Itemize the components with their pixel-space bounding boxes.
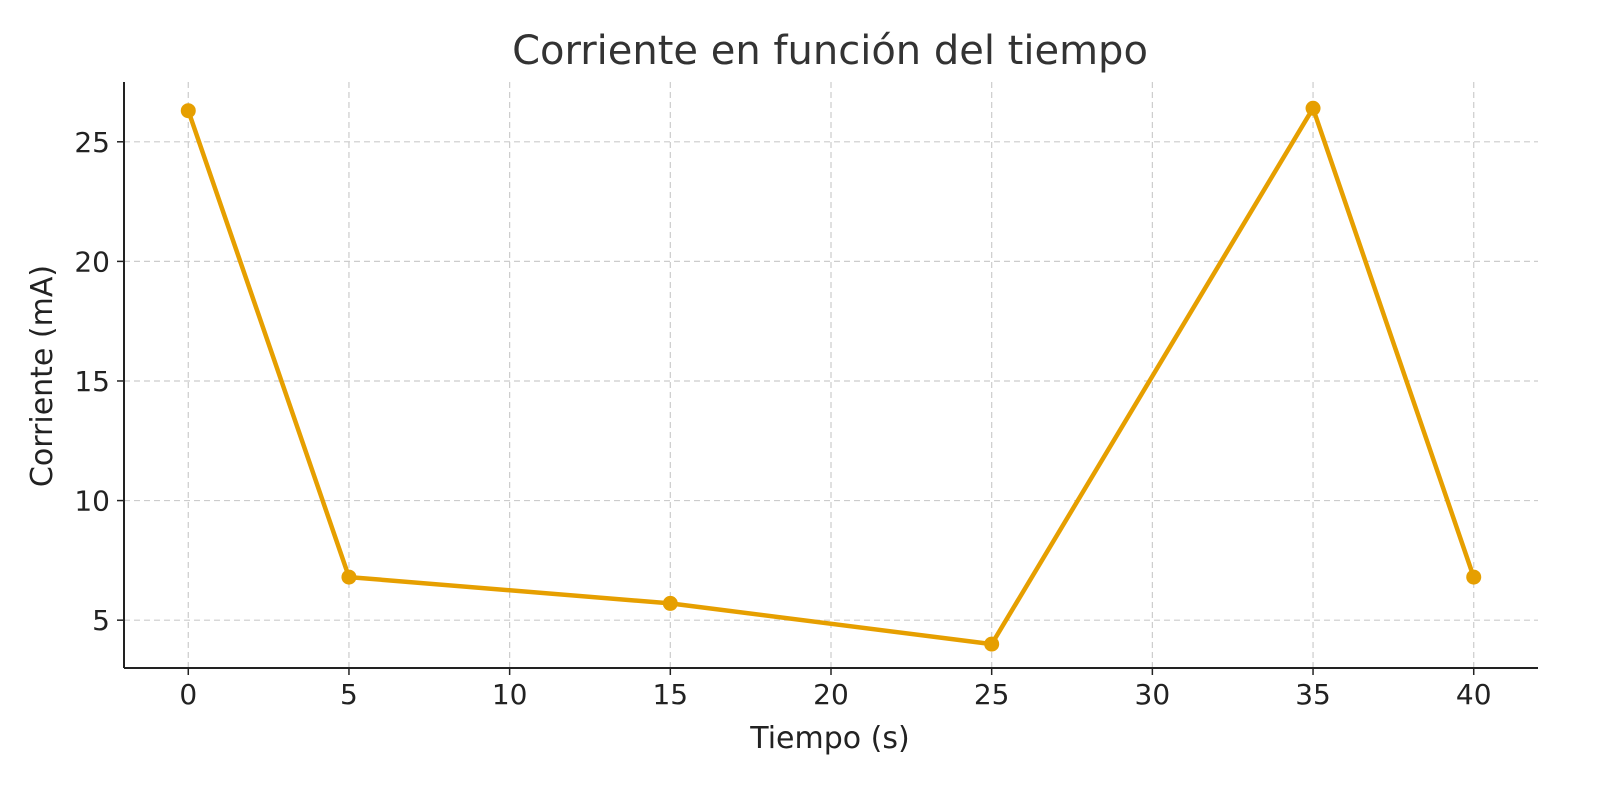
x-tick-label: 25 [974,678,1010,711]
x-tick-label: 10 [492,678,528,711]
tick-labels: 0 5 10 15 20 25 30 35 40 5 10 15 20 25 [74,126,1491,711]
y-tick-label: 10 [74,485,110,518]
series-line [186,106,1476,647]
axes [117,82,1538,675]
x-tick-label: 0 [179,678,197,711]
chart-title: Corriente en función del tiempo [512,28,1148,74]
x-tick-label: 20 [813,678,849,711]
data-point [984,636,1000,652]
y-axis-label: Corriente (mA) [25,265,60,487]
series-layer [180,100,1482,652]
data-point [662,595,678,611]
x-tick-label: 40 [1456,678,1492,711]
x-tick-label: 15 [652,678,688,711]
data-point [1305,100,1321,116]
data-point [341,569,357,585]
y-tick-label: 15 [74,365,110,398]
y-tick-label: 5 [92,604,110,637]
x-tick-label: 30 [1135,678,1171,711]
x-axis-label: Tiempo (s) [749,721,909,756]
data-point [180,103,196,119]
data-point [1466,569,1482,585]
x-tick-label: 5 [340,678,358,711]
y-tick-label: 25 [74,126,110,159]
x-tick-label: 35 [1295,678,1331,711]
y-tick-label: 20 [74,245,110,278]
